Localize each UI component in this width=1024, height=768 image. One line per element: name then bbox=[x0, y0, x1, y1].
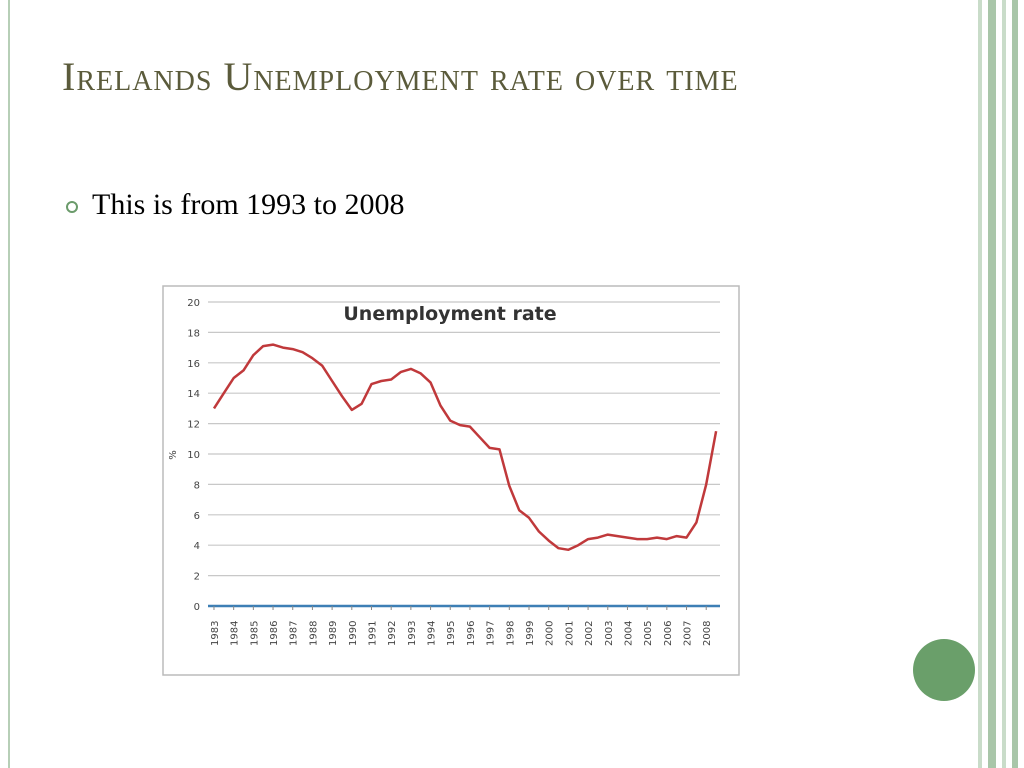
y-tick-label: 12 bbox=[187, 420, 200, 431]
bullet-text: This is from 1993 to 2008 bbox=[92, 188, 405, 221]
x-tick-label: 2004 bbox=[623, 621, 634, 646]
stripe bbox=[988, 0, 996, 768]
x-tick-label: 1994 bbox=[427, 621, 438, 646]
x-tick-label: 2005 bbox=[643, 621, 654, 646]
x-tick-label: 2003 bbox=[604, 621, 615, 646]
y-tick-label: 18 bbox=[187, 328, 200, 339]
x-tick-label: 2008 bbox=[702, 621, 713, 646]
x-tick-label: 1992 bbox=[387, 621, 398, 646]
x-tick-label: 1998 bbox=[505, 621, 516, 646]
x-tick-label: 1985 bbox=[249, 621, 260, 646]
x-tick-label: 1986 bbox=[269, 621, 280, 646]
y-tick-label: 8 bbox=[194, 480, 200, 491]
x-tick-label: 1989 bbox=[328, 621, 339, 646]
y-tick-label: 20 bbox=[187, 298, 200, 309]
chart: Unemployment rate% 0 2 4 6 8 10 12 14 16 18 20 1983 1… bbox=[168, 298, 720, 646]
y-tick-label: 0 bbox=[194, 602, 200, 613]
x-tick-label: 1984 bbox=[230, 621, 241, 646]
x-tick-label: 1999 bbox=[525, 621, 536, 646]
y-tick-label: 6 bbox=[194, 511, 200, 522]
bullet-marker bbox=[66, 201, 78, 213]
x-tick-label: 2001 bbox=[564, 621, 575, 646]
stripe bbox=[1012, 0, 1018, 768]
x-tick-label: 2002 bbox=[584, 621, 595, 646]
x-tick-label: 2006 bbox=[663, 621, 674, 646]
x-tick-label: 1993 bbox=[407, 621, 418, 646]
chart-frame bbox=[162, 285, 740, 676]
stripe bbox=[978, 0, 982, 768]
x-tick-label: 2000 bbox=[545, 621, 556, 646]
x-tick-label: 1983 bbox=[210, 621, 221, 646]
x-tick-label: 1988 bbox=[308, 621, 319, 646]
stripe bbox=[1002, 0, 1006, 768]
x-tick-label: 1991 bbox=[367, 621, 378, 646]
data-line bbox=[212, 343, 718, 552]
y-tick-label: 14 bbox=[187, 389, 200, 400]
x-tick-label: 1997 bbox=[486, 621, 497, 646]
y-tick-label: 2 bbox=[194, 572, 200, 583]
chart-title: Unemployment rate bbox=[343, 303, 556, 325]
x-tick-label: 1995 bbox=[446, 621, 457, 646]
x-tick-label: 1996 bbox=[466, 621, 477, 646]
y-tick-label: 10 bbox=[187, 450, 200, 461]
x-tick-label: 1987 bbox=[289, 621, 300, 646]
decor-circle bbox=[913, 639, 975, 701]
x-tick-label: 2007 bbox=[683, 621, 694, 646]
x-tick-label: 1990 bbox=[348, 621, 359, 646]
y-tick-label: 4 bbox=[194, 541, 200, 552]
y-axis-label: % bbox=[168, 450, 179, 460]
slide-title: Irelands Unemployment rate over time bbox=[62, 54, 739, 99]
y-tick-label: 16 bbox=[187, 359, 200, 370]
